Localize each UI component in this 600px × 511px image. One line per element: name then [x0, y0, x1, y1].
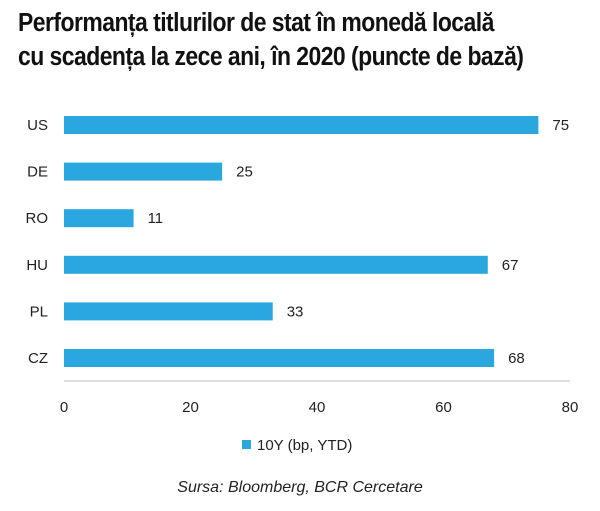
- value-label-de: 25: [236, 164, 253, 181]
- value-label-ro: 11: [148, 210, 164, 227]
- chart-title: Performanța titlurilor de stat în monedă…: [18, 6, 536, 74]
- source-note: Sursa: Bloomberg, BCR Cercetare: [177, 479, 423, 496]
- legend-swatch: [242, 440, 251, 449]
- x-tick-labels: 0 20 40 60 80: [60, 399, 579, 416]
- x-tick-label-40: 40: [309, 399, 326, 416]
- value-label-cz: 68: [508, 350, 525, 367]
- value-label-hu: 67: [502, 257, 519, 274]
- category-labels: US DE RO HU PL CZ: [26, 117, 49, 367]
- x-tick-label-80: 80: [562, 399, 579, 416]
- category-label-cz: CZ: [28, 350, 48, 367]
- bar-pl: [64, 302, 273, 321]
- category-label-ro: RO: [26, 210, 49, 227]
- chart-title-line-1: Performanța titlurilor de stat în monedă…: [18, 9, 494, 37]
- bar-de: [64, 162, 223, 181]
- value-labels: 75 25 11 67 33 68: [148, 117, 569, 367]
- bar-chart: US DE RO HU PL CZ 75 25 11 67 33 68 0 20 40 60 80 10Y …: [26, 116, 579, 454]
- bar-cz: [64, 349, 495, 367]
- category-label-hu: HU: [26, 257, 48, 274]
- bars-group: [64, 116, 539, 367]
- legend-label: 10Y (bp, YTD): [257, 437, 352, 454]
- legend: 10Y (bp, YTD): [242, 437, 352, 454]
- bar-ro: [64, 209, 134, 228]
- value-label-pl: 33: [287, 303, 304, 320]
- chart-title-line-2: cu scadența la zece ani, în 2020 (puncte…: [18, 43, 524, 71]
- x-tick-label-0: 0: [60, 399, 68, 416]
- x-tick-label-20: 20: [182, 399, 199, 416]
- category-label-us: US: [27, 117, 48, 134]
- value-label-us: 75: [552, 117, 569, 134]
- bar-hu: [64, 255, 488, 274]
- category-label-pl: PL: [30, 303, 48, 320]
- category-label-de: DE: [27, 164, 48, 181]
- bar-us: [64, 116, 539, 134]
- x-tick-label-60: 60: [435, 399, 452, 416]
